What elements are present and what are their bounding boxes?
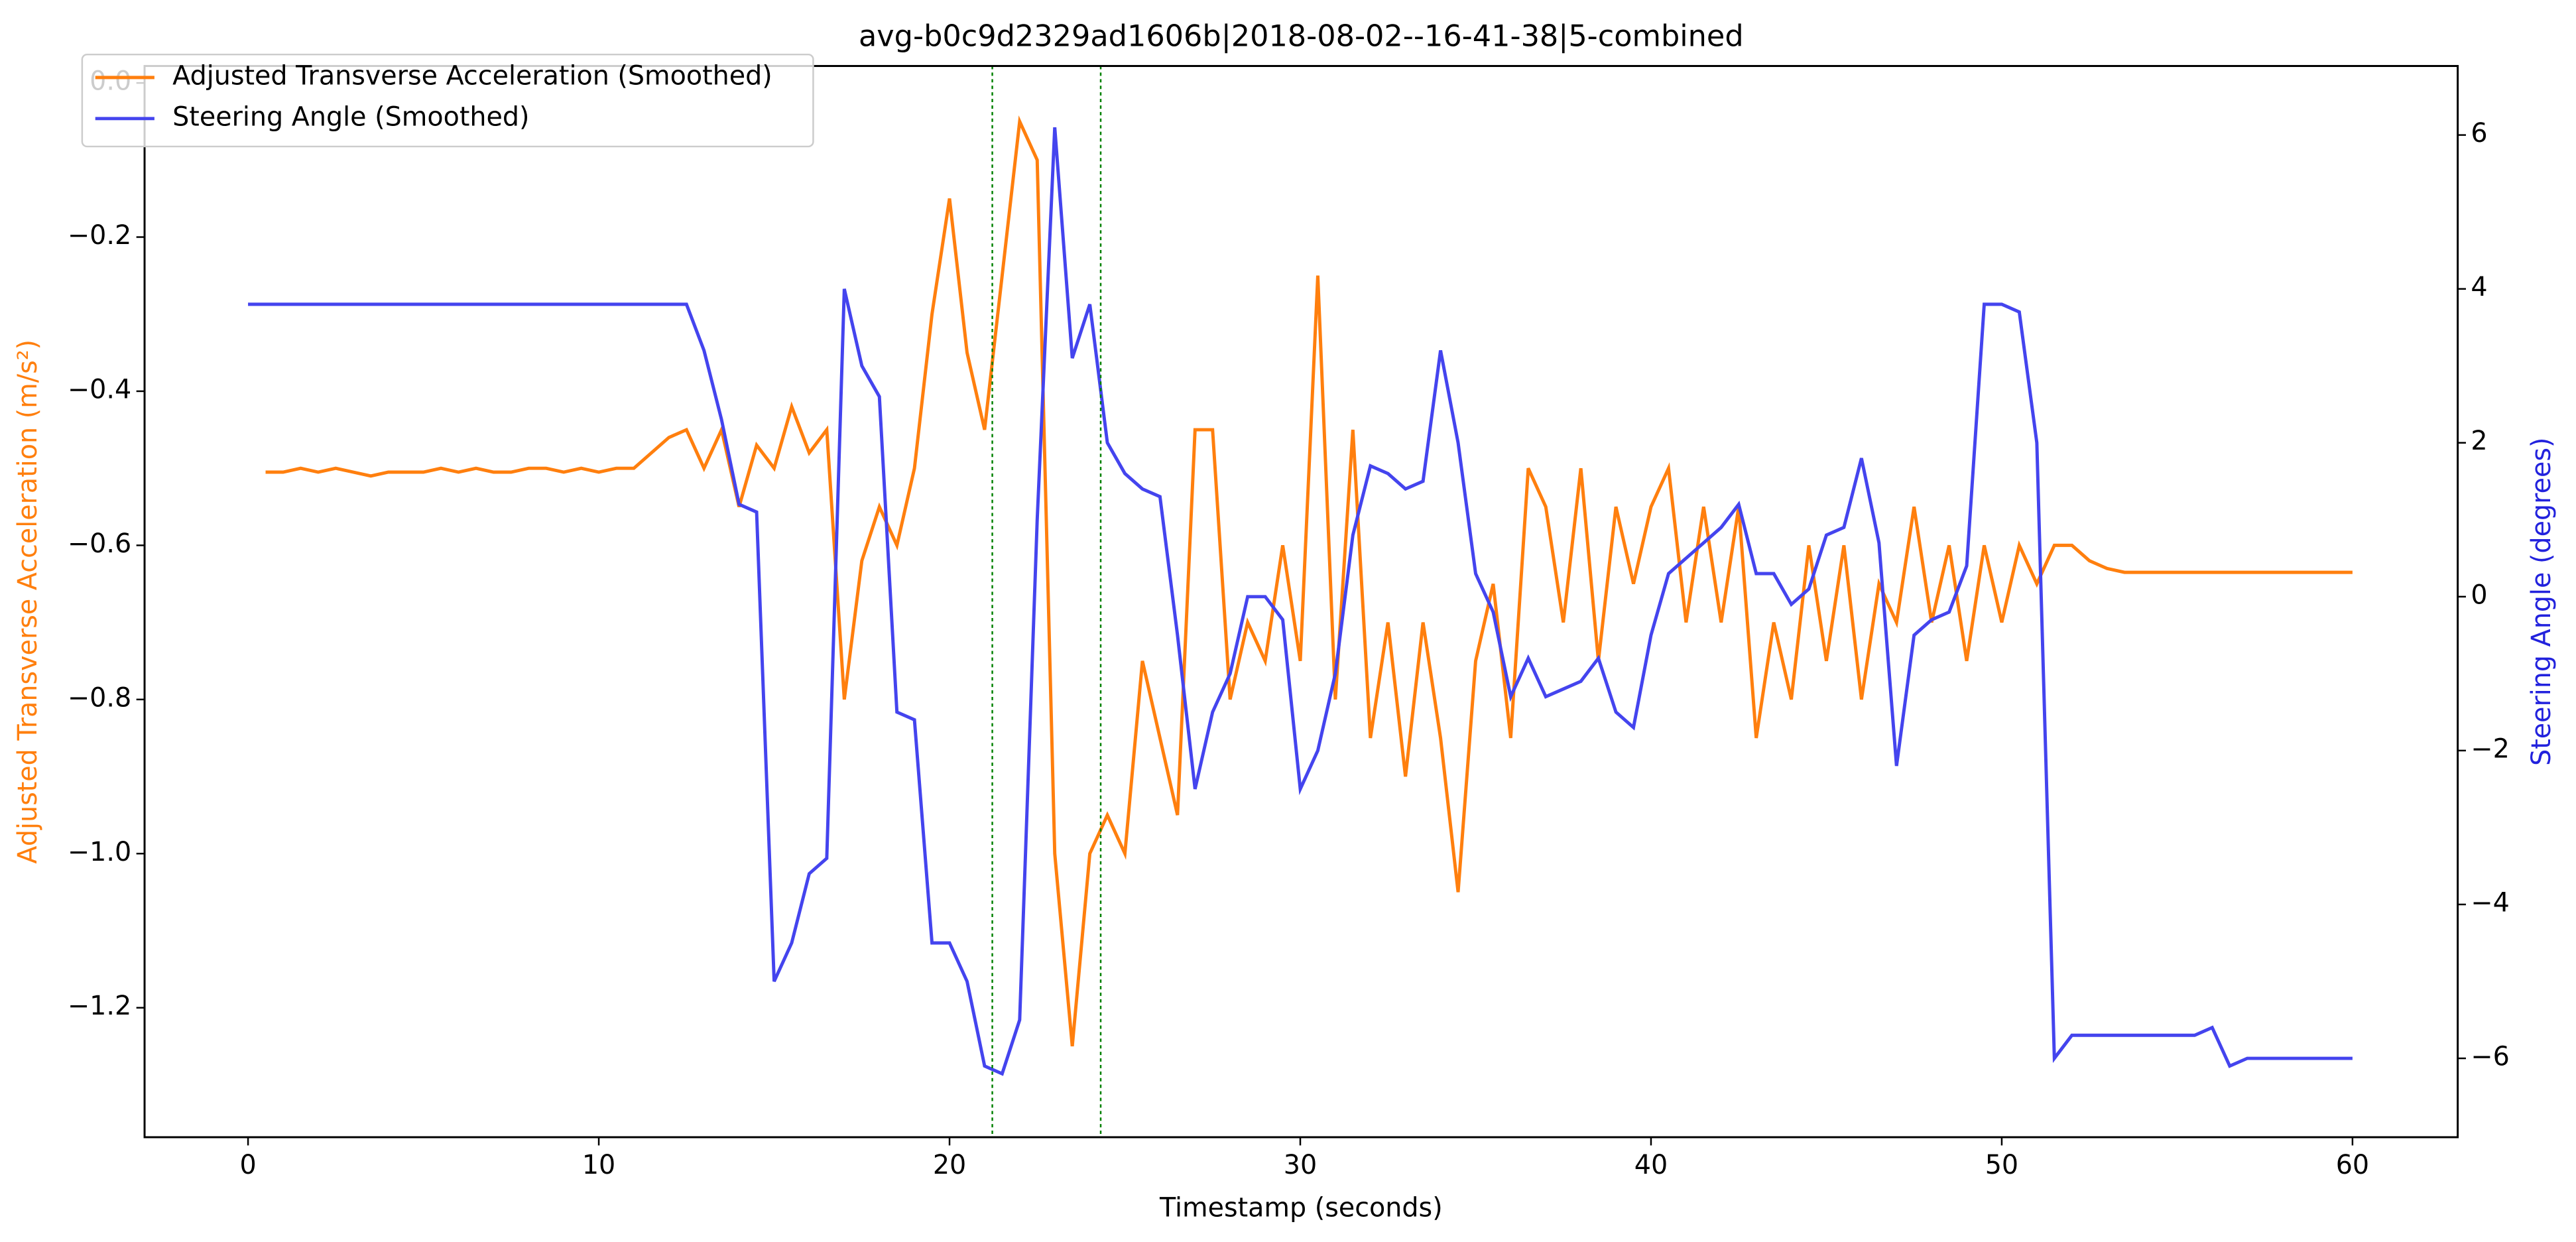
legend-label: Adjusted Transverse Acceleration (Smooth… <box>172 60 772 91</box>
legend-label: Steering Angle (Smoothed) <box>172 101 529 132</box>
y2-axis-label: Steering Angle (degrees) <box>2526 438 2557 766</box>
y-tick-label: −0.6 <box>68 528 131 559</box>
y-tick-label: −0.2 <box>68 220 131 251</box>
y-tick-label: −0.4 <box>68 374 131 404</box>
y2-tick-label: −2 <box>2471 733 2509 764</box>
y2-tick-label: 6 <box>2471 118 2487 149</box>
x-tick-label: 0 <box>239 1150 256 1180</box>
y-tick-label: −1.2 <box>68 991 131 1021</box>
plot-frame <box>143 65 2459 1139</box>
x-tick-label: 50 <box>1985 1150 2018 1180</box>
y2-tick-label: −6 <box>2471 1042 2509 1072</box>
x-tick-label: 60 <box>2336 1150 2369 1180</box>
y-tick-label: −1.0 <box>68 837 131 867</box>
y2-tick-label: 4 <box>2471 272 2487 302</box>
data-line <box>248 127 2353 1076</box>
y2-tick-label: −4 <box>2471 887 2509 918</box>
data-line <box>265 115 2353 1047</box>
x-tick-label: 40 <box>1634 1150 1668 1180</box>
x-tick-label: 30 <box>1284 1150 1317 1180</box>
y2-tick-label: 2 <box>2471 426 2487 456</box>
y-axis-label: Adjusted Transverse Acceleration (m/s²) <box>13 340 43 864</box>
y-tick-label: −0.8 <box>68 682 131 713</box>
y2-tick-label: 0 <box>2471 580 2487 610</box>
x-tick-label: 20 <box>933 1150 966 1180</box>
x-axis-label: Timestamp (seconds) <box>1159 1192 1443 1223</box>
chart-title: avg-b0c9d2329ad1606b|2018-08-02--16-41-3… <box>859 19 1744 53</box>
x-tick-label: 10 <box>582 1150 615 1180</box>
background <box>0 5 2576 1235</box>
legend-box <box>81 53 814 148</box>
